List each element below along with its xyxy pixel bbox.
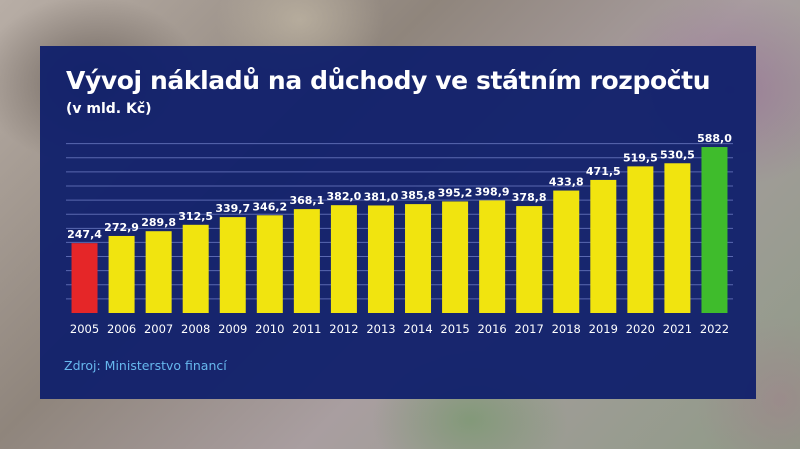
chart-subtitle: (v mld. Kč) [66,101,152,117]
bar-2009 [219,217,246,313]
x-tick-label-2009: 2009 [218,322,247,336]
x-tick-label-2010: 2010 [255,322,284,336]
x-tick-label-2005: 2005 [70,322,99,336]
value-label-2016: 398,9 [475,185,510,198]
bar-2020 [627,166,654,313]
bar-2013 [367,205,394,313]
x-tick-label-2021: 2021 [663,322,692,336]
value-label-2009: 339,7 [215,202,250,215]
value-label-2006: 272,9 [104,221,139,234]
value-label-2018: 433,8 [549,176,584,189]
value-label-2012: 382,0 [327,190,362,203]
bar-2019 [590,179,617,313]
value-label-2013: 381,0 [364,190,399,203]
value-label-2017: 378,8 [512,191,547,204]
x-tick-label-2013: 2013 [366,322,395,336]
value-label-2021: 530,5 [660,148,695,161]
x-tick-label-2006: 2006 [107,322,136,336]
bar-2018 [553,190,580,313]
x-tick-label-2020: 2020 [626,322,655,336]
value-label-2020: 519,5 [623,151,658,164]
bar-2006 [108,235,135,313]
bar-2011 [293,209,320,313]
x-tick-label-2011: 2011 [292,322,321,336]
x-tick-label-2014: 2014 [403,322,432,336]
value-label-2015: 395,2 [438,186,473,199]
value-label-2011: 368,1 [289,194,324,207]
bar-2012 [330,205,357,313]
x-tick-label-2015: 2015 [440,322,469,336]
x-tick-label-2022: 2022 [700,322,729,336]
chart-title: Vývoj nákladů na důchody ve státním rozp… [66,66,711,95]
bar-2008 [182,224,209,313]
x-tick-label-2019: 2019 [589,322,618,336]
bar-2016 [479,200,506,313]
bar-2005 [71,243,98,313]
x-tick-label-2007: 2007 [144,322,173,336]
value-label-2008: 312,5 [178,210,213,223]
bar-2010 [256,215,283,313]
bar-2007 [145,231,172,313]
value-label-2022: 588,0 [697,132,732,145]
source-note: Zdroj: Ministerstvo financí [64,358,227,373]
value-label-2005: 247,4 [67,228,102,241]
bar-2021 [664,163,691,313]
value-label-2014: 385,8 [401,189,436,202]
bar-2015 [442,201,469,313]
value-label-2010: 346,2 [252,200,287,213]
x-tick-label-2016: 2016 [477,322,506,336]
x-tick-label-2008: 2008 [181,322,210,336]
bar-2017 [516,206,543,313]
value-label-2007: 289,8 [141,216,176,229]
value-label-2019: 471,5 [586,165,621,178]
x-tick-label-2012: 2012 [329,322,358,336]
x-tick-label-2017: 2017 [515,322,544,336]
x-tick-label-2018: 2018 [552,322,581,336]
bar-2022 [701,147,728,313]
bar-2014 [405,204,432,313]
